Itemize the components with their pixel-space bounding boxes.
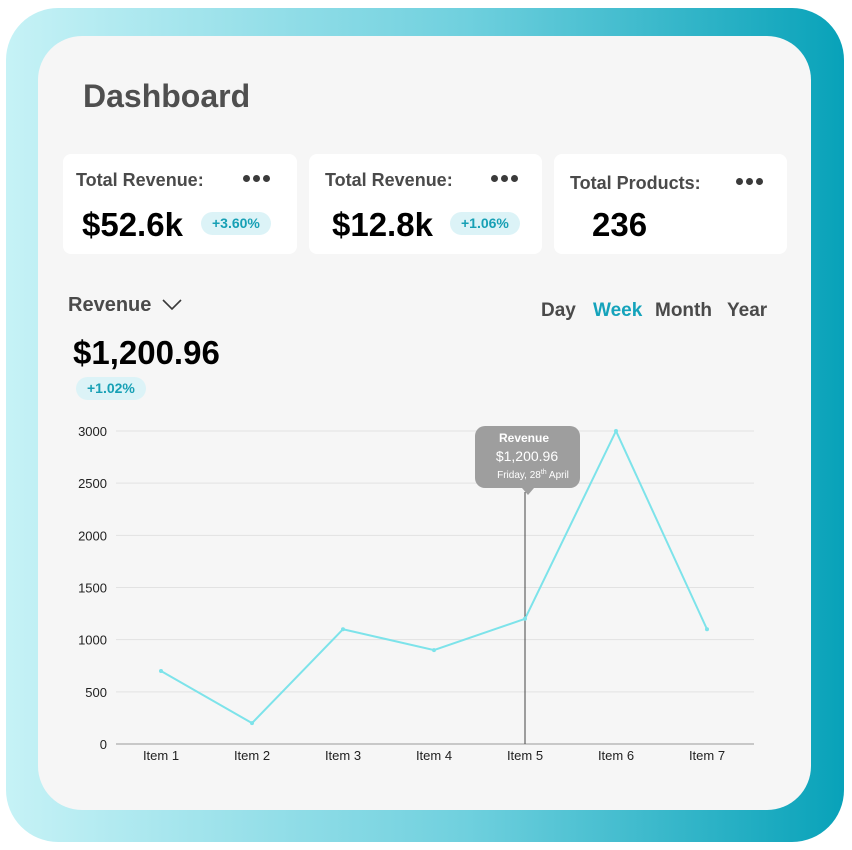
percent-badge: +3.60% <box>201 212 271 235</box>
dot-icon <box>253 175 260 182</box>
x-tick-label: Item 6 <box>598 748 634 763</box>
data-point[interactable] <box>705 627 709 632</box>
revenue-value: $1,200.96 <box>73 334 220 371</box>
period-week-button[interactable]: Week <box>593 300 643 321</box>
dot-icon <box>746 178 753 185</box>
x-tick-label: Item 1 <box>143 748 179 763</box>
y-tick-label: 1000 <box>78 633 107 648</box>
revenue-percent-badge: +1.02% <box>76 377 146 400</box>
period-month-button[interactable]: Month <box>655 300 712 321</box>
x-tick-label: Item 2 <box>234 748 270 763</box>
dot-icon <box>511 175 518 182</box>
dot-icon <box>756 178 763 185</box>
x-tick-label: Item 4 <box>416 748 452 763</box>
y-tick-label: 2000 <box>78 528 107 543</box>
x-tick-label: Item 5 <box>507 748 543 763</box>
tooltip-title: Revenue <box>499 431 549 445</box>
data-point[interactable] <box>614 429 618 433</box>
data-point[interactable] <box>159 668 163 673</box>
tooltip: Revenue $1,200.96 Friday, 28th April <box>475 426 580 495</box>
x-tick-label: Item 3 <box>325 748 361 763</box>
percent-badge: +1.06% <box>450 212 520 235</box>
dot-icon <box>243 175 250 182</box>
x-tick-label: Item 7 <box>689 748 725 763</box>
card-value: $12.8k <box>332 206 433 243</box>
more-options-button[interactable] <box>489 170 523 186</box>
revenue-label: Revenue <box>68 294 152 316</box>
more-options-button[interactable] <box>734 173 768 189</box>
tooltip-box <box>475 426 580 488</box>
tooltip-value: $1,200.96 <box>496 448 558 464</box>
page-title: Dashboard <box>83 78 251 114</box>
data-point[interactable] <box>523 616 527 621</box>
card-label: Total Revenue: <box>325 170 453 190</box>
card-value: $52.6k <box>82 206 183 243</box>
period-day-button[interactable]: Day <box>541 300 576 321</box>
card-value: 236 <box>592 206 648 243</box>
more-options-button[interactable] <box>241 170 275 186</box>
y-tick-label: 500 <box>85 685 107 700</box>
dot-icon <box>736 178 743 185</box>
dot-icon <box>501 175 508 182</box>
chevron-down-icon[interactable] <box>161 296 183 312</box>
period-year-button[interactable]: Year <box>727 300 768 321</box>
total-revenue-card: Total Revenue: $52.6k +3.60% <box>63 154 297 254</box>
total-products-card: Total Products: 236 <box>554 154 787 254</box>
data-point[interactable] <box>432 648 436 653</box>
y-tick-label: 0 <box>100 737 107 752</box>
card-label: Total Products: <box>570 173 701 193</box>
tooltip-date: Friday, 28th April <box>497 469 569 481</box>
y-tick-label: 2500 <box>78 476 107 491</box>
data-point[interactable] <box>341 627 345 632</box>
revenue-series-line <box>160 428 708 725</box>
total-revenue-card-2: Total Revenue: $12.8k +1.06% <box>309 154 542 254</box>
y-tick-label: 3000 <box>78 424 107 439</box>
card-label: Total Revenue: <box>76 170 204 190</box>
tooltip-pointer <box>522 488 534 495</box>
dot-icon <box>491 175 498 182</box>
data-point[interactable] <box>250 721 254 726</box>
y-tick-label: 1500 <box>78 581 107 596</box>
dot-icon <box>263 175 270 182</box>
